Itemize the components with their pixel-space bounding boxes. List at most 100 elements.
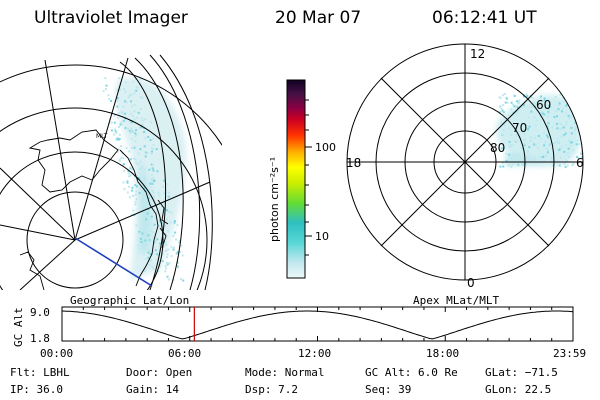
aurora-pixel <box>502 165 505 168</box>
aurora-pixel <box>151 167 154 170</box>
aurora-pixel <box>131 105 133 108</box>
aurora-pixel <box>153 241 156 244</box>
aurora-pixel <box>570 141 573 144</box>
aurora-pixel <box>131 189 133 192</box>
aurora-pixel <box>140 240 143 243</box>
aurora-pixel <box>175 238 177 241</box>
aurora-pixel <box>144 118 146 121</box>
aurora-pixel <box>177 265 179 268</box>
aurora-pixel <box>567 114 570 117</box>
aurora-pixel <box>131 186 134 189</box>
aurora-pixel <box>130 93 133 96</box>
aurora-pixel <box>165 267 167 270</box>
aurora-pixel <box>521 146 524 149</box>
aurora-pixel <box>118 133 121 136</box>
aurora-pixel <box>526 95 529 98</box>
aurora-pixel <box>559 127 562 130</box>
title: Ultraviolet Imager <box>34 8 188 28</box>
aurora-pixel <box>181 254 184 257</box>
aurora-pixel <box>129 112 132 115</box>
aurora-pixel <box>547 136 549 139</box>
aurora-pixel <box>516 140 518 143</box>
aurora-pixel <box>502 104 505 106</box>
aurora-pixel <box>559 122 561 125</box>
aurora-pixel <box>128 96 130 99</box>
aurora-pixel <box>137 244 140 247</box>
aurora-pixel <box>516 100 518 103</box>
aurora-pixel <box>114 128 116 131</box>
aurora-pixel <box>501 161 504 164</box>
aurora-pixel <box>558 102 561 105</box>
aurora-pixel <box>561 134 564 137</box>
aurora-pixel <box>523 132 526 135</box>
aurora-pixel <box>152 163 154 166</box>
aurora-pixel <box>520 131 523 134</box>
aurora-pixel <box>128 94 131 96</box>
aurora-pixel <box>129 131 132 134</box>
colorbar-tick-10: 10 <box>315 230 329 243</box>
aurora-pixel <box>535 143 537 146</box>
aurora-pixel <box>568 156 571 158</box>
aurora-pixel <box>543 99 546 102</box>
aurora-pixel <box>543 113 546 116</box>
aurora-pixel <box>119 123 122 126</box>
aurora-pixel <box>167 230 169 233</box>
aurora-pixel <box>571 101 574 104</box>
aurora-pixel <box>141 165 144 168</box>
aurora-pixel <box>157 191 160 194</box>
aurora-pixel <box>548 127 550 130</box>
aurora-pixel <box>151 137 154 140</box>
aurora-pixel <box>128 196 131 199</box>
aurora-pixel <box>148 168 151 171</box>
aurora-pixel <box>566 152 569 155</box>
aurora-pixel <box>523 129 526 132</box>
aurora-pixel <box>570 126 573 129</box>
aurora-pixel <box>122 119 125 122</box>
aurora-pixel <box>576 139 579 142</box>
aurora-pixel <box>529 138 532 141</box>
date: 20 Mar 07 <box>275 8 362 28</box>
aurora-pixel <box>118 88 121 91</box>
aurora-pixel <box>537 135 540 137</box>
aurora-pixel <box>150 152 153 155</box>
aurora-pixel <box>147 234 150 237</box>
aurora-pixel <box>153 180 156 183</box>
aurora-pixel <box>123 188 126 191</box>
aurora-pixel <box>135 198 138 200</box>
aurora-pixel <box>535 119 538 122</box>
aurora-pixel <box>541 110 544 113</box>
aurora-pixel <box>144 155 147 158</box>
aurora-pixel <box>151 265 154 268</box>
aurora-pixel <box>570 132 573 135</box>
aurora-pixel <box>534 124 537 127</box>
aurora-pixel <box>141 96 144 99</box>
aurora-pixel <box>582 137 583 140</box>
aurora-pixel <box>135 190 138 193</box>
aurora-pixel <box>584 131 586 133</box>
aurora-pixel <box>127 127 130 130</box>
aurora-pixel <box>129 120 132 123</box>
aurora-pixel <box>501 109 504 112</box>
aurora-pixel <box>146 224 149 227</box>
aurora-pixel <box>141 245 144 247</box>
aurora-pixel <box>148 239 151 242</box>
aurora-pixel <box>141 119 144 122</box>
aurora-pixel <box>144 151 147 154</box>
aurora-pixel <box>140 116 143 119</box>
mlat-label-80: 80 <box>490 141 505 155</box>
aurora-pixel <box>542 159 545 162</box>
aurora-pixel <box>147 197 150 200</box>
aurora-pixel <box>167 278 170 281</box>
aurora-pixel <box>551 164 554 167</box>
aurora-pixel <box>129 167 132 170</box>
aurora-pixel <box>154 216 157 219</box>
colorbar-ticks <box>305 99 312 256</box>
aurora-speckles-left <box>102 77 185 282</box>
aurora-pixel <box>578 96 581 99</box>
aurora-pixel <box>510 165 513 168</box>
aurora-pixel <box>561 107 564 110</box>
aurora-pixel <box>156 238 159 241</box>
aurora-pixel <box>583 118 585 120</box>
aurora-pixel <box>130 147 133 150</box>
